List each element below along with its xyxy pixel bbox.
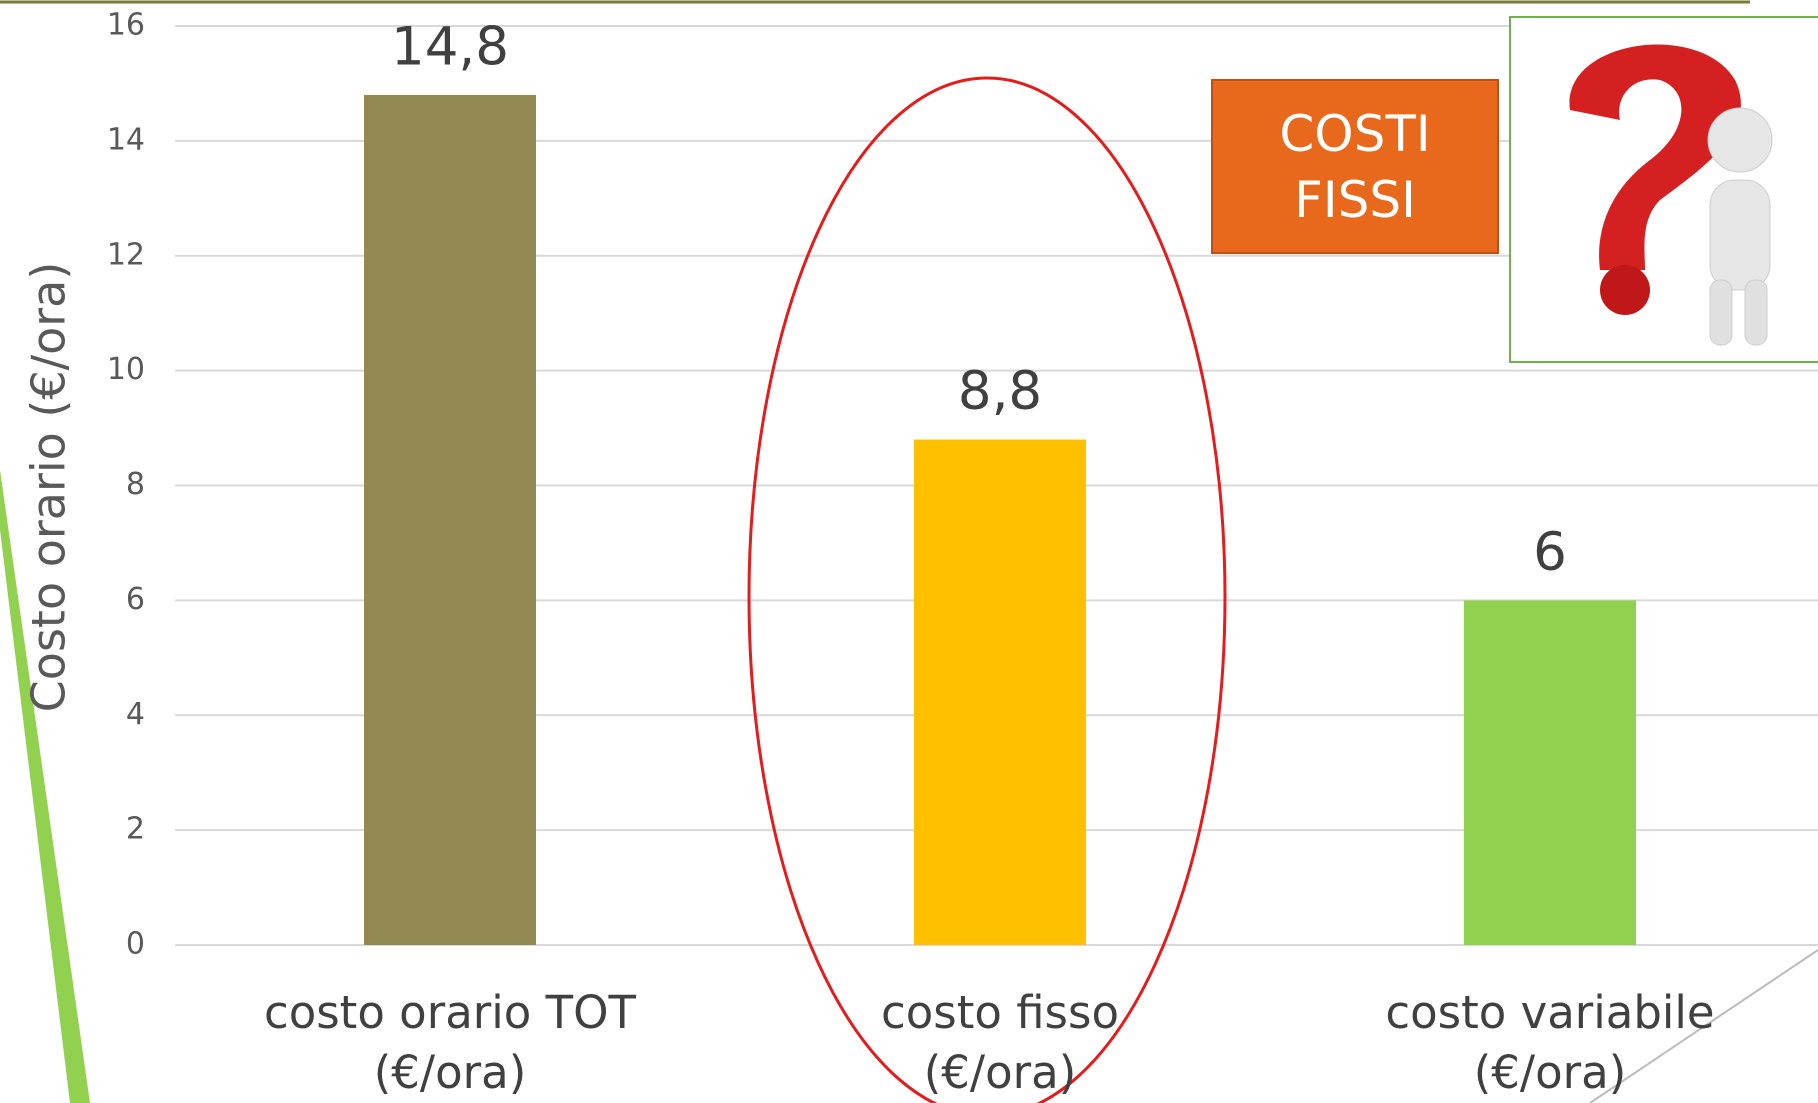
value-label: 6: [1533, 522, 1567, 583]
y-axis-title: Costo orario (€/ora): [22, 262, 76, 713]
question-dot: [1600, 265, 1650, 315]
y-tick-label: 0: [126, 927, 145, 962]
value-label: 8,8: [958, 361, 1042, 422]
y-tick-label: 10: [107, 352, 145, 387]
annotation: COSTI FISSI: [1211, 79, 1499, 254]
bar: [914, 440, 1086, 945]
figure-body: [1710, 180, 1770, 290]
figure-leg: [1745, 280, 1767, 345]
x-tick-label: costo orario TOT (€/ora): [200, 983, 700, 1103]
figure-head: [1708, 108, 1772, 172]
y-tick-label: 8: [126, 467, 145, 502]
value-label: 14,8: [391, 17, 509, 78]
y-tick-label: 2: [126, 812, 145, 847]
chart: 0 2 4 6 8 10 12 14 16 14,8 8,8 6 Costo orario (€/o…: [0, 0, 1818, 1103]
x-tick-label: costo variabile (€/ora): [1300, 983, 1800, 1103]
figure-leg: [1710, 280, 1732, 345]
slide: 0 2 4 6 8 10 12 14 16 14,8 8,8 6 Costo orario (€/o…: [0, 0, 1818, 1103]
y-tick-label: 6: [126, 582, 145, 617]
illustration: [1510, 17, 1818, 362]
y-tick-label: 14: [107, 122, 145, 157]
y-tick-label: 4: [126, 697, 145, 732]
bar: [1464, 600, 1636, 945]
x-tick-label: costo fisso (€/ora): [750, 983, 1250, 1103]
y-tick-label: 16: [107, 8, 145, 43]
bar: [364, 95, 536, 945]
y-tick-label: 12: [107, 237, 145, 272]
